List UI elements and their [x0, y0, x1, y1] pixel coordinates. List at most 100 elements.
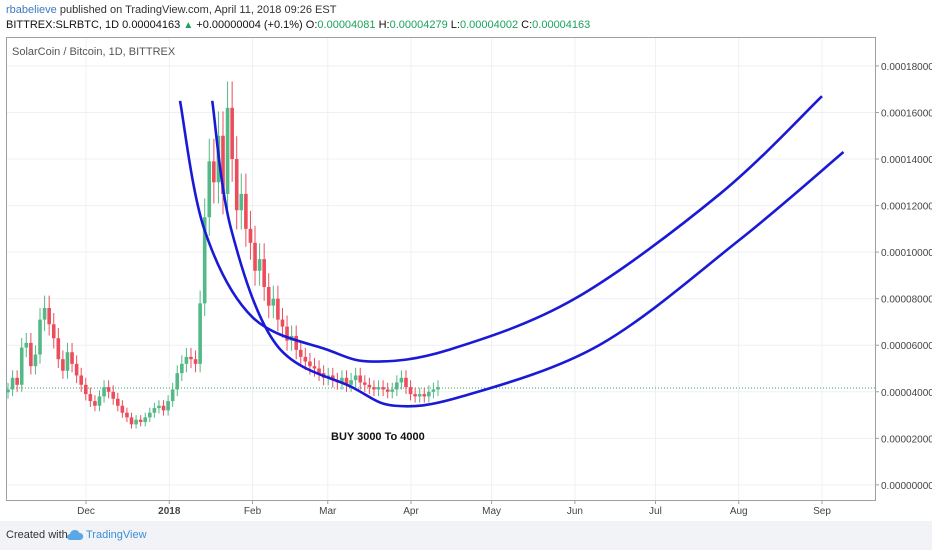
- candle-body: [93, 401, 97, 406]
- candle-body: [431, 389, 436, 392]
- candle-body: [381, 387, 385, 390]
- candle-body: [143, 417, 148, 423]
- candle-body: [276, 298, 280, 320]
- last-price: 0.00004163: [122, 19, 181, 31]
- candle-body: [221, 135, 225, 194]
- candle-body: [61, 359, 65, 371]
- candle-body: [225, 107, 230, 194]
- candle-body: [161, 405, 166, 411]
- candle-body: [266, 287, 271, 306]
- candle-body: [202, 217, 207, 304]
- candle-body: [285, 326, 289, 341]
- candle-body: [115, 398, 120, 406]
- candle-body: [198, 303, 202, 364]
- candle-body: [193, 359, 198, 364]
- close-value: 0.00004163: [532, 19, 591, 31]
- candle-body: [207, 161, 212, 218]
- candle-body: [97, 396, 102, 406]
- candle-body: [157, 405, 161, 409]
- candle-body: [180, 363, 184, 374]
- open-label: O:: [305, 19, 318, 31]
- candle-body: [353, 375, 358, 381]
- candle-body: [298, 349, 303, 357]
- candle-body: [212, 161, 216, 183]
- price-change: +0.00000004 (+0.1%): [196, 19, 303, 31]
- x-tick-label: Jul: [649, 506, 662, 517]
- candle-body: [417, 394, 422, 397]
- candle-body: [404, 377, 408, 388]
- candle-body: [395, 382, 399, 390]
- candle-body: [166, 401, 170, 411]
- y-tick-label: 0.00012000: [881, 202, 932, 213]
- candle-body: [56, 338, 61, 360]
- y-tick-label: 0.00008000: [881, 295, 932, 306]
- high-value: 0.00004279: [389, 19, 448, 31]
- candle-body: [134, 419, 138, 425]
- ticker-symbol: BITTREX:SLRBTC, 1D: [6, 19, 120, 31]
- candle-body: [106, 387, 111, 392]
- x-tick-label: Sep: [813, 506, 831, 517]
- candle-body: [79, 375, 83, 385]
- y-tick-label: 0.00016000: [881, 108, 932, 119]
- x-tick-label: Aug: [730, 506, 748, 517]
- candle-body: [280, 319, 285, 327]
- y-tick-label: 0.00006000: [881, 341, 932, 352]
- tradingview-link[interactable]: TradingView: [86, 529, 147, 541]
- candle-body: [344, 377, 349, 385]
- candle-body: [399, 377, 404, 383]
- candle-body: [422, 394, 427, 397]
- candle-body: [257, 259, 262, 271]
- candle-body: [6, 389, 10, 393]
- candle-body: [390, 389, 395, 392]
- published-text: published on TradingView.com, April 11, …: [59, 4, 337, 16]
- candle-body: [372, 387, 376, 390]
- buy-annotation: BUY 3000 To 4000: [331, 431, 425, 443]
- candle-body: [244, 193, 248, 229]
- y-tick-label: 0.00014000: [881, 155, 932, 166]
- candle-body: [308, 361, 312, 367]
- candle-body: [427, 391, 431, 397]
- candle-body: [367, 384, 372, 388]
- ticker-bar: BITTREX:SLRBTC, 1D 0.00004163 ▲ +0.00000…: [6, 19, 590, 31]
- x-tick-label: Mar: [319, 506, 337, 517]
- candle-body: [148, 412, 152, 418]
- created-with-label: Created with: [6, 529, 68, 541]
- y-tick-label: 0.00010000: [881, 248, 932, 259]
- candle-body: [330, 375, 335, 381]
- candle-body: [33, 354, 38, 367]
- curve-line: [178, 95, 823, 363]
- candle-body: [152, 408, 157, 413]
- candle-body: [436, 387, 440, 390]
- candle-body: [230, 107, 234, 160]
- chart-frame[interactable]: [6, 37, 876, 501]
- candle-body: [358, 375, 363, 383]
- curve-line: [210, 100, 845, 408]
- candle-body: [24, 342, 29, 348]
- price-chart[interactable]: 0.00018000 0.00016000 0.00014000 0.00012000…: [0, 0, 932, 520]
- candle-body: [88, 394, 93, 402]
- candle-body: [15, 377, 19, 385]
- x-tick-label: Feb: [244, 506, 262, 517]
- candle-body: [125, 412, 129, 418]
- candle-body: [349, 380, 353, 385]
- candle-body: [363, 382, 367, 385]
- candle-body: [42, 307, 47, 320]
- x-tick-label: May: [482, 506, 501, 517]
- candle-body: [312, 366, 317, 369]
- candle-body: [129, 417, 134, 425]
- candle-body: [408, 387, 413, 395]
- candle-body: [184, 356, 189, 364]
- candle-body: [234, 159, 239, 211]
- author-link[interactable]: rbabelieve: [6, 4, 57, 16]
- candle-body: [70, 352, 74, 364]
- candle-body: [189, 356, 193, 360]
- candle-body: [413, 394, 417, 397]
- x-tick-label: Dec: [77, 506, 95, 517]
- candle-body: [138, 419, 143, 423]
- chart-title: SolarCoin / Bitcoin, 1D, BITTREX: [12, 46, 176, 58]
- candle-body: [175, 373, 180, 390]
- candle-body: [120, 405, 125, 413]
- candle-body: [111, 391, 116, 399]
- candle-body: [385, 389, 390, 392]
- candle-body: [239, 193, 244, 211]
